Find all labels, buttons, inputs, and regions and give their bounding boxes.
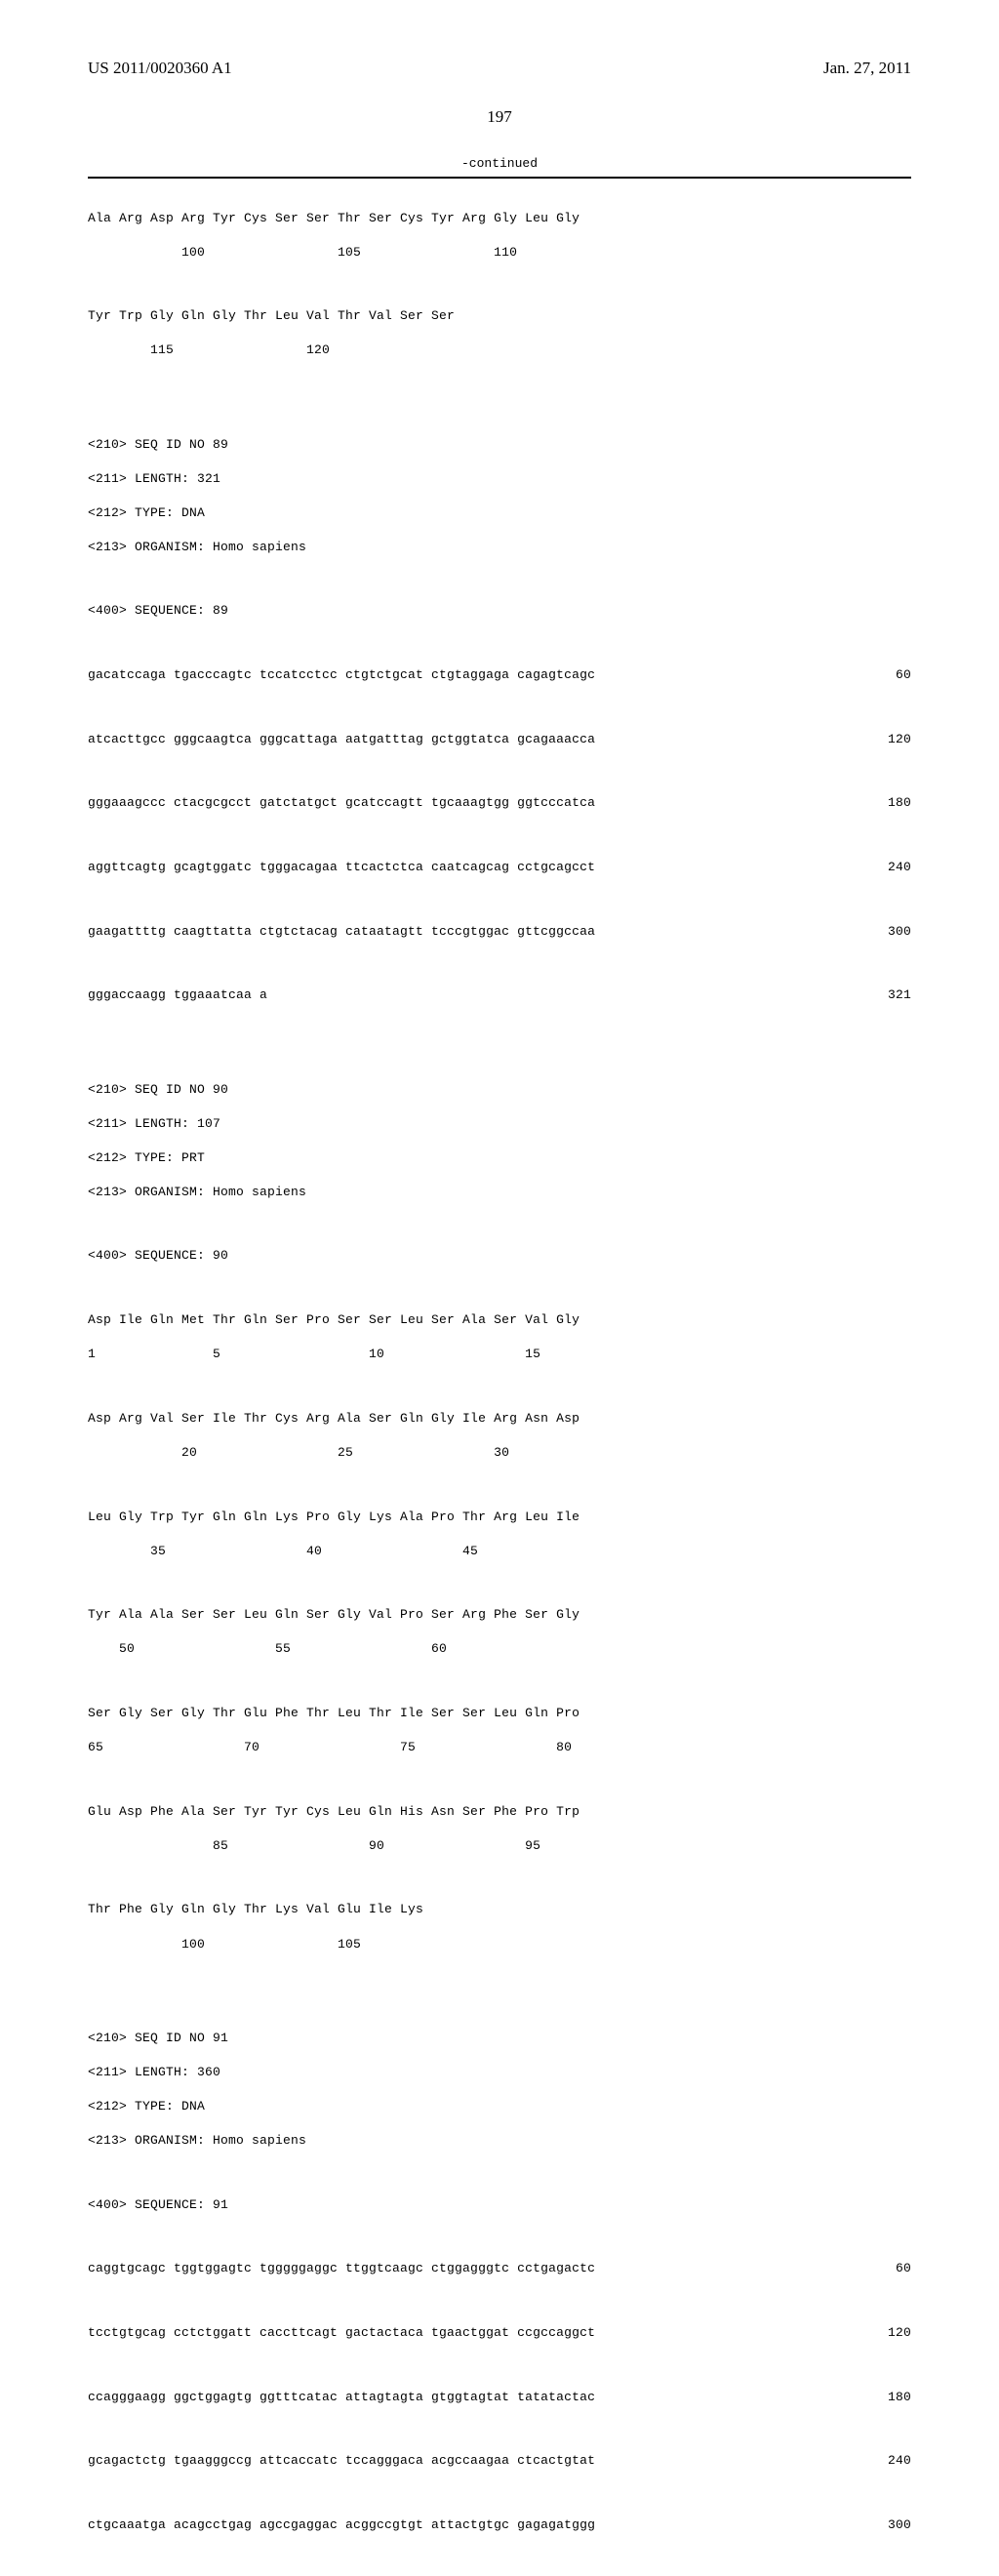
seq-meta: <213> ORGANISM: Homo sapiens	[88, 1184, 911, 1201]
dna-line: gggaccaagg tggaaatcaa a321	[88, 986, 911, 1004]
protein-row-nums: 50 55 60	[88, 1640, 911, 1658]
patent-page: US 2011/0020360 A1 Jan. 27, 2011 197 -co…	[0, 0, 999, 1288]
dna-line: gaagattttg caagttatta ctgtctacag cataata…	[88, 923, 911, 941]
page-number: 197	[88, 107, 911, 127]
seq-meta: <211> LENGTH: 107	[88, 1115, 911, 1133]
seq-label: <400> SEQUENCE: 89	[88, 602, 911, 620]
dna-line: atcacttgcc gggcaagtca gggcattaga aatgatt…	[88, 731, 911, 748]
protein-row: Ser Gly Ser Gly Thr Glu Phe Thr Leu Thr …	[88, 1705, 911, 1722]
seq-meta: <212> TYPE: PRT	[88, 1149, 911, 1167]
protein-row-nums: 65 70 75 80	[88, 1739, 911, 1756]
seq-meta: <212> TYPE: DNA	[88, 504, 911, 522]
publication-number: US 2011/0020360 A1	[88, 59, 232, 78]
protein-row: Tyr Trp Gly Gln Gly Thr Leu Val Thr Val …	[88, 307, 911, 325]
seq-label: <400> SEQUENCE: 91	[88, 2196, 911, 2214]
protein-row: Tyr Ala Ala Ser Ser Leu Gln Ser Gly Val …	[88, 1606, 911, 1624]
seq-meta: <210> SEQ ID NO 91	[88, 2030, 911, 2047]
seq-meta: <211> LENGTH: 321	[88, 470, 911, 488]
protein-row-nums: 100 105 110	[88, 244, 911, 262]
protein-row: Asp Arg Val Ser Ile Thr Cys Arg Ala Ser …	[88, 1410, 911, 1428]
protein-row: Ala Arg Asp Arg Tyr Cys Ser Ser Thr Ser …	[88, 210, 911, 227]
protein-row-nums: 35 40 45	[88, 1543, 911, 1560]
protein-row-nums: 100 105	[88, 1936, 911, 1953]
protein-row-nums: 115 120	[88, 342, 911, 359]
seq-meta: <210> SEQ ID NO 90	[88, 1081, 911, 1099]
protein-row: Glu Asp Phe Ala Ser Tyr Tyr Cys Leu Gln …	[88, 1803, 911, 1821]
seq-label: <400> SEQUENCE: 90	[88, 1247, 911, 1265]
protein-row: Leu Gly Trp Tyr Gln Gln Lys Pro Gly Lys …	[88, 1509, 911, 1526]
protein-row-nums: 85 90 95	[88, 1837, 911, 1855]
publication-date: Jan. 27, 2011	[823, 59, 911, 78]
sequence-listing: Ala Arg Asp Arg Tyr Cys Ser Ser Thr Ser …	[88, 179, 911, 2576]
protein-row-nums: 20 25 30	[88, 1444, 911, 1462]
seq-meta: <213> ORGANISM: Homo sapiens	[88, 539, 911, 556]
dna-line: ccagggaagg ggctggagtg ggtttcatac attagta…	[88, 2389, 911, 2406]
seq-meta: <213> ORGANISM: Homo sapiens	[88, 2132, 911, 2150]
dna-line: gacatccaga tgacccagtc tccatcctcc ctgtctg…	[88, 666, 911, 684]
dna-line: tcctgtgcag cctctggatt caccttcagt gactact…	[88, 2324, 911, 2342]
dna-line: gggaaagccc ctacgcgcct gatctatgct gcatcca…	[88, 794, 911, 812]
continued-label: -continued	[88, 156, 911, 171]
seq-meta: <210> SEQ ID NO 89	[88, 436, 911, 454]
page-header: US 2011/0020360 A1 Jan. 27, 2011	[88, 59, 911, 78]
seq-meta: <212> TYPE: DNA	[88, 2098, 911, 2115]
dna-line: caggtgcagc tggtggagtc tgggggaggc ttggtca…	[88, 2260, 911, 2277]
protein-row: Asp Ile Gln Met Thr Gln Ser Pro Ser Ser …	[88, 1311, 911, 1329]
dna-line: aggttcagtg gcagtggatc tgggacagaa ttcactc…	[88, 859, 911, 876]
protein-row-nums: 1 5 10 15	[88, 1346, 911, 1363]
dna-line: ctgcaaatga acagcctgag agccgaggac acggccg…	[88, 2516, 911, 2534]
seq-meta: <211> LENGTH: 360	[88, 2064, 911, 2081]
protein-row: Thr Phe Gly Gln Gly Thr Lys Val Glu Ile …	[88, 1901, 911, 1918]
dna-line: gcagactctg tgaagggccg attcaccatc tccaggg…	[88, 2452, 911, 2470]
